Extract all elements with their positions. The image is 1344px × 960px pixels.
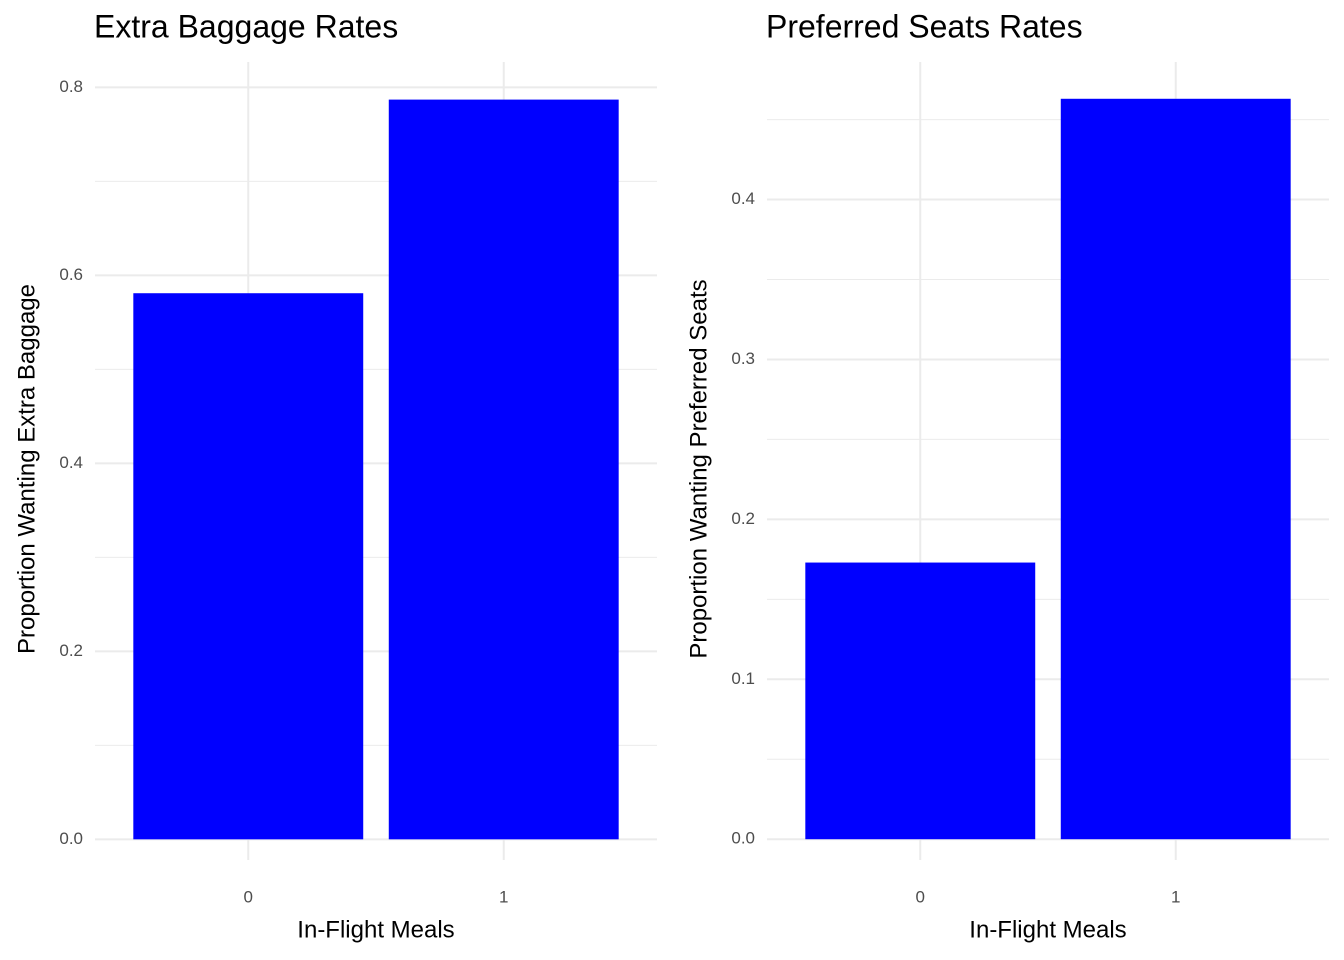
x-tick-label: 1 [499,887,508,906]
y-tick-label: 0.0 [59,829,83,848]
x-tick-label: 0 [916,887,925,906]
y-tick-label: 0.4 [59,453,83,472]
x-axis-title: In-Flight Meals [297,916,454,943]
y-tick-label: 0.2 [59,641,83,660]
x-tick-label: 1 [1171,887,1180,906]
bar [133,293,364,840]
bar [388,99,619,840]
x-axis-title: In-Flight Meals [969,916,1126,943]
x-tick-label: 0 [244,887,253,906]
y-tick-label: 0.1 [731,669,755,688]
y-tick-label: 0.6 [59,265,83,284]
bar [1060,98,1291,840]
y-axis-title: Proportion Wanting Preferred Seats [685,279,712,658]
y-tick-label: 0.0 [731,829,755,848]
bar [805,562,1036,840]
chart-title: Preferred Seats Rates [766,8,1083,44]
y-tick-label: 0.8 [59,77,83,96]
y-tick-label: 0.2 [731,509,755,528]
y-tick-label: 0.4 [731,189,755,208]
y-tick-label: 0.3 [731,349,755,368]
chart-title: Extra Baggage Rates [94,8,398,44]
y-axis-title: Proportion Wanting Extra Baggage [13,284,40,654]
